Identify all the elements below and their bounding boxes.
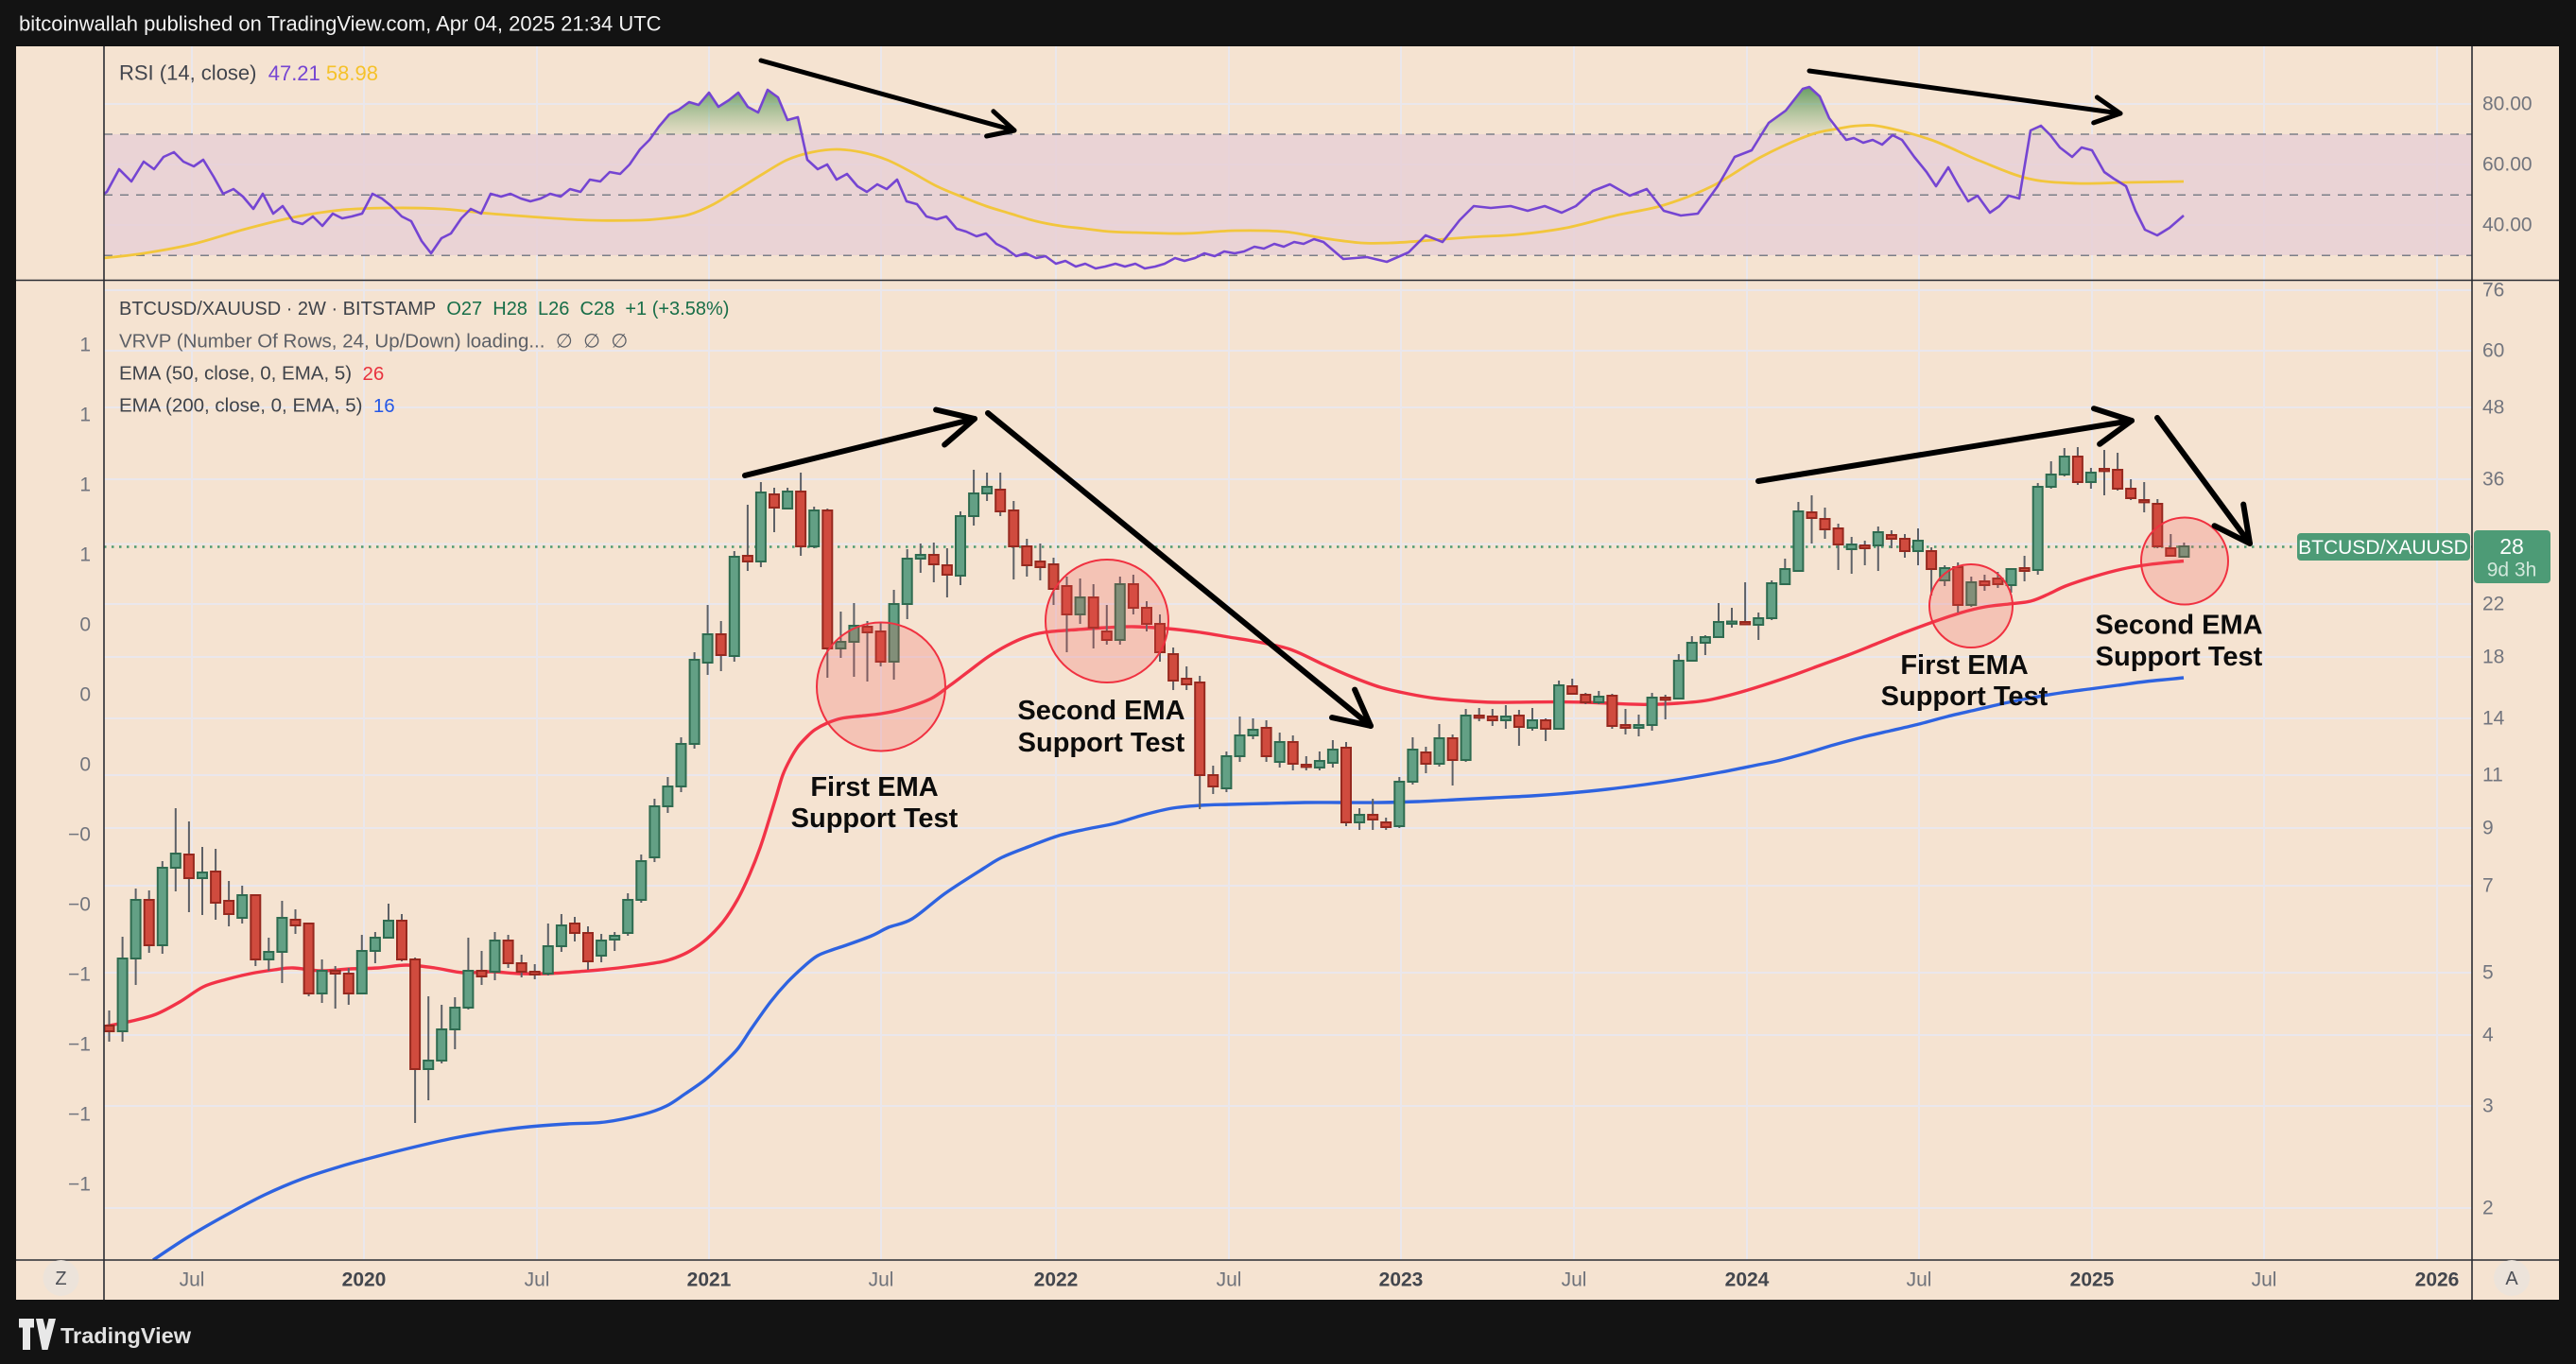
svg-text:2023: 2023 — [1379, 1269, 1424, 1291]
svg-text:Second EMA: Second EMA — [2095, 611, 2262, 641]
svg-text:60: 60 — [2482, 340, 2504, 362]
svg-text:Jul: Jul — [2252, 1269, 2277, 1291]
svg-text:VRVP (Number Of Rows, 24, Up/D: VRVP (Number Of Rows, 24, Up/Down) loadi… — [119, 331, 628, 353]
svg-text:−1: −1 — [68, 1104, 91, 1126]
svg-text:Second EMA: Second EMA — [1017, 696, 1184, 726]
svg-text:Jul: Jul — [1562, 1269, 1587, 1291]
svg-text:9d 3h: 9d 3h — [2487, 560, 2537, 581]
svg-text:Jul: Jul — [1907, 1269, 1932, 1291]
svg-text:80.00: 80.00 — [2482, 94, 2533, 115]
svg-text:A: A — [2505, 1269, 2518, 1289]
svg-text:0: 0 — [79, 754, 91, 776]
svg-text:11: 11 — [2482, 765, 2503, 786]
svg-text:4: 4 — [2482, 1025, 2494, 1046]
svg-text:7: 7 — [2482, 875, 2494, 897]
svg-text:36: 36 — [2482, 469, 2504, 491]
svg-text:−0: −0 — [68, 824, 91, 846]
svg-text:0: 0 — [79, 614, 91, 636]
svg-text:Jul: Jul — [525, 1269, 550, 1291]
svg-text:5: 5 — [2482, 962, 2494, 984]
svg-text:2024: 2024 — [1725, 1269, 1770, 1291]
svg-text:EMA (50, close, 0, EMA, 5) 26: EMA (50, close, 0, EMA, 5) 26 — [119, 363, 384, 385]
svg-text:28: 28 — [2499, 534, 2524, 559]
svg-text:2: 2 — [2482, 1198, 2494, 1219]
svg-text:Support Test: Support Test — [1018, 728, 1185, 758]
svg-text:18: 18 — [2482, 647, 2504, 668]
svg-text:40.00: 40.00 — [2482, 215, 2533, 236]
svg-text:9: 9 — [2482, 818, 2494, 839]
svg-text:−0: −0 — [68, 894, 91, 916]
svg-text:2025: 2025 — [2070, 1269, 2115, 1291]
svg-text:−1: −1 — [68, 964, 91, 986]
svg-text:−1: −1 — [68, 1034, 91, 1056]
svg-text:TradingView: TradingView — [61, 1323, 192, 1348]
svg-text:Jul: Jul — [1217, 1269, 1242, 1291]
svg-text:60.00: 60.00 — [2482, 154, 2533, 176]
svg-text:1: 1 — [79, 544, 91, 566]
svg-text:14: 14 — [2482, 708, 2505, 730]
svg-text:2021: 2021 — [687, 1269, 732, 1291]
svg-text:1: 1 — [79, 405, 91, 426]
svg-text:Jul: Jul — [869, 1269, 894, 1291]
svg-text:−1: −1 — [68, 1174, 91, 1196]
svg-text:BTCUSD/XAUUSD: BTCUSD/XAUUSD — [2298, 537, 2468, 559]
svg-text:3: 3 — [2482, 1096, 2494, 1117]
svg-text:RSI (14, close) 47.21 58.98: RSI (14, close) 47.21 58.98 — [119, 61, 378, 85]
svg-text:76: 76 — [2482, 280, 2504, 302]
svg-text:2020: 2020 — [342, 1269, 387, 1291]
svg-text:bitcoinwallah published on Tra: bitcoinwallah published on TradingView.c… — [19, 12, 662, 36]
svg-text:First EMA: First EMA — [1900, 650, 2028, 681]
svg-text:First EMA: First EMA — [810, 772, 938, 803]
svg-text:22: 22 — [2482, 594, 2504, 615]
svg-text:BTCUSD/XAUUSD · 2W · BITSTAMP: BTCUSD/XAUUSD · 2W · BITSTAMP O27 H28 L2… — [119, 299, 729, 319]
svg-text:Support Test: Support Test — [1881, 682, 2049, 712]
svg-text:0: 0 — [79, 684, 91, 706]
svg-text:Support Test: Support Test — [2096, 642, 2263, 672]
svg-text:Jul: Jul — [180, 1269, 205, 1291]
svg-text:2022: 2022 — [1034, 1269, 1079, 1291]
svg-text:Support Test: Support Test — [791, 803, 959, 834]
svg-text:2026: 2026 — [2415, 1269, 2460, 1291]
svg-text:EMA (200, close, 0, EMA, 5) 1: EMA (200, close, 0, EMA, 5) 16 — [119, 395, 395, 417]
svg-text:1: 1 — [79, 335, 91, 356]
svg-text:48: 48 — [2482, 397, 2504, 419]
svg-text:Z: Z — [55, 1269, 66, 1289]
svg-text:1: 1 — [79, 475, 91, 496]
